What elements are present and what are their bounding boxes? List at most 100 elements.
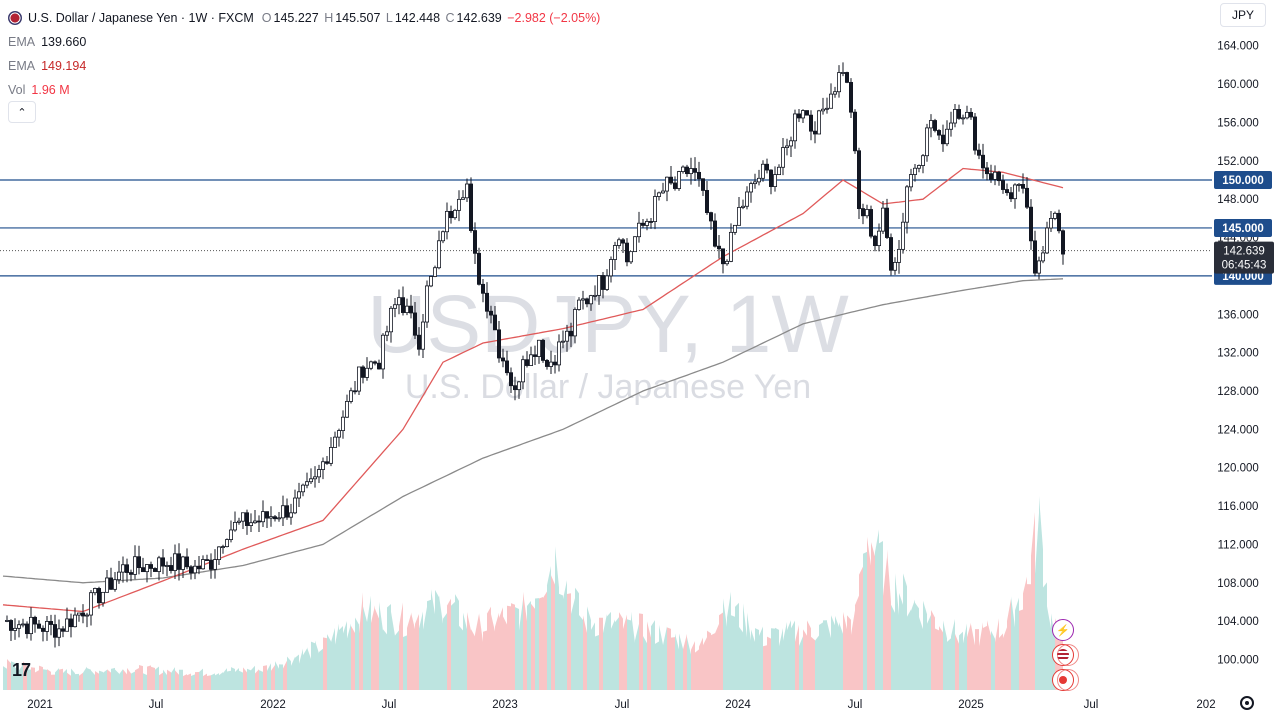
volume-bar <box>103 669 107 690</box>
volume-bar <box>755 628 759 690</box>
volume-bar <box>827 621 831 690</box>
volume-bar <box>187 673 191 690</box>
volume-bar <box>611 619 615 690</box>
chart-legend: U.S. Dollar / Japanese Yen · 1W · FXCM O… <box>8 6 600 102</box>
price-axis[interactable]: 100.000 104.000 108.000 112.000 116.000 120.0… <box>1217 41 1259 667</box>
candle-body <box>885 207 890 238</box>
volume-bar <box>135 667 139 690</box>
volume-bar <box>731 615 735 690</box>
volume-bar <box>811 636 815 690</box>
volume-bar <box>939 626 943 690</box>
volume-bar <box>511 603 515 690</box>
volume-bar <box>1031 512 1035 690</box>
volume-bar <box>599 617 603 690</box>
candle-body <box>1033 240 1038 274</box>
volume-bar <box>519 599 523 690</box>
volume-bar <box>507 605 511 690</box>
candle-body <box>917 165 922 169</box>
candle-body <box>45 621 50 632</box>
volume-bar <box>55 668 59 690</box>
volume-bar <box>395 630 399 690</box>
volume-bar <box>855 595 859 690</box>
tradingview-logo-icon[interactable]: 17 <box>12 660 31 680</box>
candle-body <box>993 171 998 180</box>
ema-lines[interactable] <box>2 167 1064 613</box>
volume-bar <box>655 641 659 690</box>
candle-body <box>256 520 261 523</box>
volume-bar <box>587 606 591 690</box>
candle-body <box>673 182 678 189</box>
volume-bar <box>199 668 203 690</box>
ema-slow-row[interactable]: EMA 149.194 <box>8 59 87 73</box>
candlesticks[interactable] <box>5 62 1066 648</box>
volume-bar <box>671 637 675 690</box>
collapse-legend-button[interactable]: ⌃ <box>8 101 36 123</box>
candle-body <box>889 237 894 271</box>
symbol-title[interactable]: U.S. Dollar / Japanese Yen · 1W · FXCM <box>28 11 254 25</box>
candle-body <box>685 166 690 175</box>
volume-bar <box>331 627 335 690</box>
volume-bar <box>579 615 583 690</box>
candle-body <box>132 556 137 575</box>
lightning-icon[interactable]: ⚡ <box>1052 619 1074 641</box>
volume-bar <box>575 587 579 690</box>
volume-bar <box>747 612 751 690</box>
volume-bar <box>403 635 407 690</box>
volume-bar <box>91 670 95 690</box>
candle-body <box>172 553 177 571</box>
volume-bar <box>699 637 703 690</box>
volume-bar <box>583 615 587 690</box>
candle-body <box>65 618 70 632</box>
volume-bar <box>619 612 623 690</box>
candle-body <box>609 259 614 277</box>
volume-bar <box>315 640 319 690</box>
candle-body <box>1025 187 1030 208</box>
ema-fast-row[interactable]: EMA 139.660 <box>8 35 87 49</box>
candle-body <box>677 171 682 189</box>
volume-bar <box>107 669 111 690</box>
candle-body <box>793 113 798 142</box>
candle-body <box>492 314 497 331</box>
candle-body <box>973 116 978 151</box>
time-axis[interactable]: 2021 Jul 2022 Jul 2023 Jul 2024 Jul 2025 Jul 202 <box>27 699 1215 711</box>
volume-bar <box>223 668 227 690</box>
candle-body <box>1021 184 1026 189</box>
volume-bar <box>923 600 927 690</box>
candle-body <box>937 130 942 136</box>
volume-row[interactable]: Vol 1.96 M <box>8 83 70 97</box>
volume-bar <box>523 591 527 690</box>
candle-body <box>416 334 421 350</box>
candle-body <box>961 117 966 120</box>
candle-body <box>164 565 169 567</box>
candle-body <box>545 359 550 367</box>
volume-bar <box>475 614 479 690</box>
volume-bar <box>907 609 911 690</box>
volume-bar <box>979 622 983 690</box>
volume-bar <box>1039 496 1043 690</box>
candle-body <box>220 546 225 548</box>
price-tick-label: 152.000 <box>1217 156 1259 168</box>
candle-body <box>641 222 646 226</box>
volume-bar <box>531 603 535 690</box>
volume-bar <box>479 613 483 690</box>
price-tick-label: 128.000 <box>1217 386 1259 398</box>
symbol-row[interactable]: U.S. Dollar / Japanese Yen · 1W · FXCM O… <box>8 6 600 30</box>
settings-gear-icon[interactable] <box>1240 696 1254 710</box>
volume-bar <box>955 633 959 690</box>
volume-bar <box>851 610 855 690</box>
volume-bar <box>639 613 643 690</box>
volume-bar <box>87 668 91 690</box>
candle-body <box>160 557 165 567</box>
candle-body <box>1005 189 1010 194</box>
candle-body <box>77 612 82 616</box>
volume-bar <box>1047 606 1051 690</box>
volume-bar <box>35 670 39 690</box>
candle-body <box>985 167 990 175</box>
candle-body <box>109 577 114 590</box>
candle-body <box>933 120 938 131</box>
candle-body <box>797 113 802 119</box>
volume-bar <box>303 648 307 690</box>
currency-button[interactable]: JPY <box>1220 3 1266 27</box>
candle-body <box>893 261 898 271</box>
